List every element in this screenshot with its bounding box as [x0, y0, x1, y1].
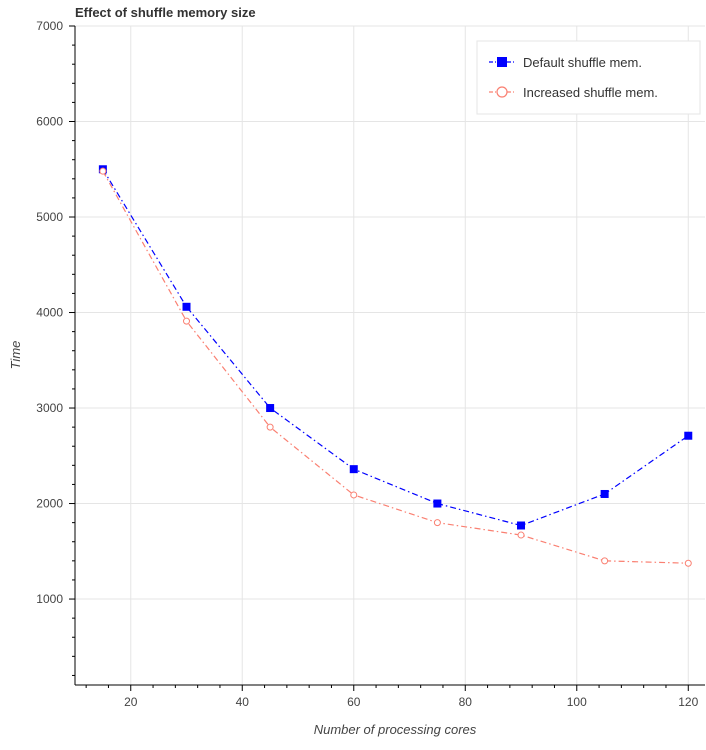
data-point-circle: [684, 559, 692, 567]
x-tick-label: 120: [678, 695, 698, 709]
series-line: [102, 170, 689, 564]
legend-entry: Default shuffle mem.: [489, 55, 642, 70]
legend-label: Default shuffle mem.: [523, 55, 642, 70]
data-point-circle: [433, 519, 441, 527]
legend: Default shuffle mem. Increased shuffle me…: [476, 40, 701, 115]
series-layer: [98, 165, 693, 567]
data-point-square: [182, 302, 191, 311]
data-point-square: [684, 431, 693, 440]
data-point-circle: [350, 491, 358, 499]
y-tick-label: 5000: [36, 210, 63, 224]
legend-marker-circle: [496, 86, 508, 98]
y-tick-label: 4000: [36, 306, 63, 320]
x-axis-label: Number of processing cores: [314, 722, 477, 737]
x-tick-label: 40: [236, 695, 250, 709]
chart-title: Effect of shuffle memory size: [75, 5, 256, 20]
series-line: [102, 168, 689, 527]
data-point-square: [517, 521, 526, 530]
grid: [75, 25, 705, 685]
x-tick-label: 60: [347, 695, 361, 709]
legend-box: [476, 40, 701, 115]
x-tick-label: 100: [567, 695, 587, 709]
axes: 20 40 60 80 100 120 1000 2000 3000 4000 5000 6000 70…: [36, 19, 705, 709]
legend-marker-square: [497, 57, 507, 67]
data-point-circle: [601, 557, 609, 565]
series-2: [99, 167, 692, 567]
data-point-square: [266, 404, 275, 413]
y-tick-label: 3000: [36, 401, 63, 415]
y-tick-label: 6000: [36, 115, 63, 129]
data-point-square: [600, 489, 609, 498]
data-point-circle: [266, 423, 274, 431]
x-tick-label: 20: [124, 695, 138, 709]
data-point-square: [349, 465, 358, 474]
y-tick-label: 7000: [36, 19, 63, 33]
data-point-circle: [99, 167, 107, 175]
data-point-circle: [517, 531, 525, 539]
x-tick-label: 80: [459, 695, 473, 709]
y-tick-label: 1000: [36, 592, 63, 606]
data-point-circle: [183, 317, 191, 325]
legend-entry: Increased shuffle mem.: [489, 85, 658, 100]
y-axis-label: Time: [8, 341, 23, 370]
legend-label: Increased shuffle mem.: [523, 85, 658, 100]
y-tick-label: 2000: [36, 497, 63, 511]
data-point-square: [433, 499, 442, 508]
